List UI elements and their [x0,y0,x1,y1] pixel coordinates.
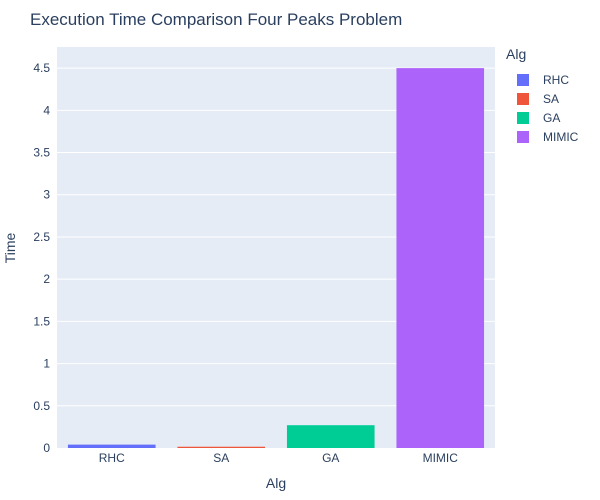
legend: RHC SA GA MIMIC [517,73,579,144]
x-tick-label: SA [213,451,229,465]
legend-item-rhc[interactable]: RHC [543,73,569,87]
y-tick-label: 3 [43,188,50,202]
chart-title: Execution Time Comparison Four Peaks Pro… [30,10,402,29]
legend-item-ga[interactable]: GA [543,111,560,125]
y-tick-label: 2.5 [33,230,50,244]
y-tick-label: 0 [43,441,50,455]
y-tick-label: 4.5 [33,61,50,75]
y-tick-label: 2 [43,272,50,286]
legend-title: Alg [506,46,526,62]
y-tick-label: 1 [43,357,50,371]
y-axis-title: Time [2,232,18,263]
y-tick-label: 4 [43,103,50,117]
y-tick-label: 3.5 [33,146,50,160]
x-axis-title: Alg [266,475,286,491]
legend-swatch-mimic[interactable] [517,131,529,143]
legend-swatch-rhc[interactable] [517,74,529,86]
bar-mimic [396,68,485,449]
x-tick-label: MIMIC [423,451,459,465]
legend-item-mimic[interactable]: MIMIC [543,130,579,144]
y-axis-ticks: 0 0.5 1 1.5 2 2.5 3 3.5 4 4.5 [33,61,50,455]
bar-ga [286,425,375,448]
legend-swatch-ga[interactable] [517,112,529,124]
x-axis-ticks: RHC SA GA MIMIC [99,451,458,465]
y-tick-label: 1.5 [33,314,50,328]
bar-sa [177,446,266,448]
legend-swatch-sa[interactable] [517,93,529,105]
bars [67,68,485,449]
x-tick-label: RHC [99,451,125,465]
legend-item-sa[interactable]: SA [543,92,559,106]
x-tick-label: GA [322,451,339,465]
y-tick-label: 0.5 [33,399,50,413]
bar-rhc [67,444,156,448]
